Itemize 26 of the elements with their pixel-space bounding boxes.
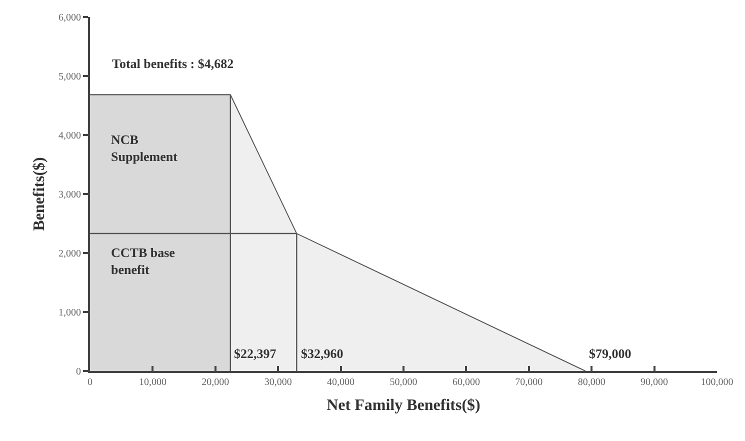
annotation: $22,397: [234, 346, 277, 361]
x-tick-label: 40,000: [327, 377, 355, 388]
y-tick-label: 5,000: [58, 72, 81, 82]
x-tick-label: 60,000: [452, 377, 480, 388]
annotation: $32,960: [301, 346, 344, 361]
x-tick-label: 30,000: [264, 377, 292, 388]
x-tick-label: 20,000: [202, 377, 230, 388]
x-tick-label: 90,000: [640, 377, 668, 388]
y-axis-title: Benefits($): [30, 157, 48, 231]
y-tick-label: 6,000: [58, 12, 81, 24]
x-tick-label: 0: [88, 377, 92, 388]
y-tick-label: 0: [76, 366, 81, 378]
annotation: CCTB base benefit: [111, 245, 176, 277]
x-tick-label: 50,000: [390, 377, 418, 388]
y-tick-label: 1,000: [58, 308, 81, 318]
x-tick-label: 70,000: [515, 377, 543, 388]
y-tick-label: 2,000: [58, 248, 81, 260]
x-axis-title: Net Family Benefits($): [326, 397, 480, 414]
x-tick-label: 80,000: [578, 377, 606, 388]
y-tick-label: 3,000: [58, 190, 81, 200]
x-tick-label: 10,000: [138, 377, 166, 388]
annotation: NCB Supplement: [111, 132, 178, 164]
x-tick-label: 100,000: [700, 377, 734, 388]
annotation: $79,000: [589, 346, 632, 361]
y-tick-label: 4,000: [58, 130, 81, 142]
annotation: Total benefits : $4,682: [112, 56, 234, 71]
